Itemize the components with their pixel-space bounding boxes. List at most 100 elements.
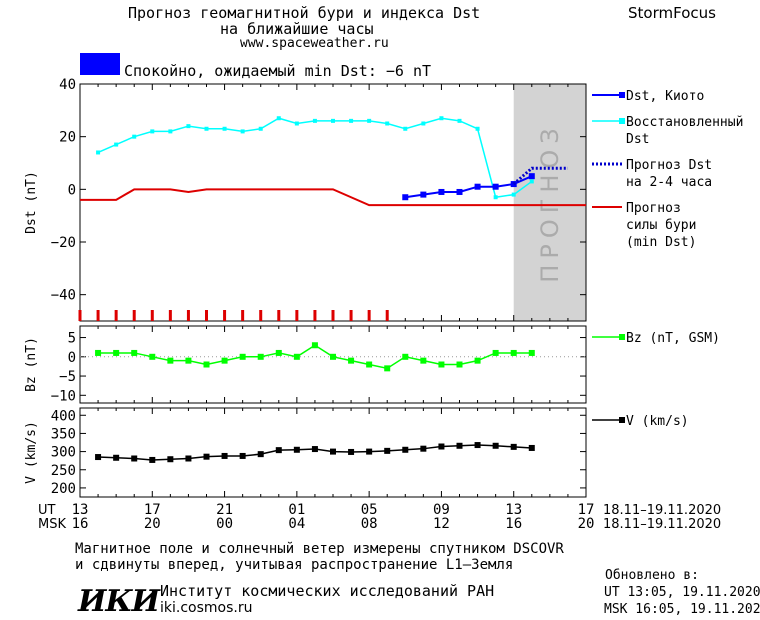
bz-point <box>438 361 445 368</box>
series-dst-forecast-line <box>512 166 568 186</box>
reconstructed-dst-point <box>421 121 426 126</box>
brand-label: StormFocus <box>628 4 716 22</box>
v-point <box>185 455 192 462</box>
institute-name: Институт космических исследований РАН <box>160 582 495 600</box>
bz-point <box>293 353 300 360</box>
reconstructed-dst-point <box>96 150 101 155</box>
ut-date-range: 18.11–19.11.2020 <box>603 503 721 518</box>
v-point <box>275 447 282 454</box>
dst-kyoto-point <box>402 194 409 201</box>
bz-point <box>348 357 355 364</box>
legend-label-bz: Bz (nT, GSM) <box>626 331 720 346</box>
v-point <box>528 444 535 451</box>
msk-tick-label: 16 <box>505 516 522 532</box>
bz-point <box>456 361 463 368</box>
v-ylabel: V (km/s) <box>24 421 39 484</box>
dst-kyoto-point <box>438 188 445 195</box>
footnote-line1: Магнитное поле и солнечный ветер измерен… <box>75 541 564 557</box>
status-text: Спокойно, ожидаемый min Dst: −6 nT <box>124 62 432 80</box>
dst-kyoto-point <box>474 183 481 190</box>
bz-point <box>239 353 246 360</box>
reconstructed-dst-point <box>331 118 335 123</box>
bz-point <box>474 357 481 364</box>
bz-point <box>113 349 120 356</box>
v-point <box>348 448 355 455</box>
bz-ytick-label: 5 <box>68 331 76 347</box>
forecast-zone-label: ПРОГНОЗ <box>536 122 564 282</box>
v-point <box>203 453 210 460</box>
bz-point <box>221 357 228 364</box>
legend-marker-bz <box>619 334 625 340</box>
legend-marker-dst_kyoto <box>619 92 625 98</box>
forecast-zone <box>513 84 586 321</box>
legend-marker-v <box>619 417 625 423</box>
bz-point <box>366 361 373 368</box>
v-point <box>474 442 481 449</box>
legend-label-dst_reconstructed: Dst <box>626 132 649 147</box>
bz-point <box>384 365 391 372</box>
bz-ytick-label: −10 <box>51 388 76 404</box>
v-ytick-label: 400 <box>51 408 76 424</box>
v-point <box>131 455 138 462</box>
dst-kyoto-point <box>420 191 427 198</box>
v-point <box>257 451 264 458</box>
v-ytick-label: 350 <box>51 426 76 442</box>
v-point <box>149 456 156 463</box>
bz-point <box>131 349 138 356</box>
v-point <box>420 445 427 452</box>
updated-ut: UT 13:05, 19.11.2020 <box>604 585 760 600</box>
bz-point <box>528 349 535 356</box>
updated-msk: MSK 16:05, 19.11.2020 <box>604 602 760 617</box>
msk-tick-label: 20 <box>144 516 161 532</box>
chart-title-line2: на ближайшие часы <box>220 20 374 38</box>
msk-axis-label: MSK <box>38 517 66 532</box>
v-point <box>510 443 517 450</box>
ut-tick-label: 09 <box>433 502 450 518</box>
v-point <box>113 454 120 461</box>
bz-point <box>149 353 156 360</box>
bz-point <box>185 357 192 364</box>
reconstructed-dst-point <box>150 129 155 134</box>
ut-tick-label: 01 <box>288 502 305 518</box>
institute-site-link[interactable]: iki.cosmos.ru <box>160 600 253 616</box>
v-point <box>402 446 409 453</box>
bz-point <box>492 349 499 356</box>
reconstructed-dst-point <box>457 118 462 123</box>
v-point <box>492 442 499 449</box>
legend-label-v: V (km/s) <box>626 414 689 429</box>
series-dst-kyoto-line <box>405 175 533 199</box>
bz-point <box>257 353 264 360</box>
msk-tick-label: 12 <box>433 516 450 532</box>
ut-tick-label: 17 <box>144 502 161 518</box>
msk-tick-label: 20 <box>578 516 595 532</box>
bz-point <box>420 357 427 364</box>
legend-label-dst_kyoto: Dst, Киото <box>626 89 704 104</box>
reconstructed-dst-point <box>132 134 137 139</box>
v-point <box>167 456 174 463</box>
bz-ylabel: Bz (nT) <box>24 337 39 392</box>
v-point <box>239 452 246 459</box>
reconstructed-dst-point <box>475 126 480 131</box>
v-ytick-label: 200 <box>51 481 76 497</box>
dst-ylabel: Dst (nT) <box>24 171 39 234</box>
reconstructed-dst-point <box>276 116 281 121</box>
ut-tick-label: 13 <box>505 502 522 518</box>
dst-kyoto-point <box>456 188 463 195</box>
reconstructed-dst-point <box>204 126 209 131</box>
reconstructed-dst-point <box>493 195 498 200</box>
ut-tick-label: 17 <box>578 502 595 518</box>
bz-ytick-label: 0 <box>68 350 76 366</box>
legend-label-dst_forecast: Прогноз Dst <box>626 158 712 173</box>
bz-point <box>510 349 517 356</box>
msk-date-range: 18.11–19.11.2020 <box>603 517 721 532</box>
msk-tick-label: 04 <box>288 516 305 532</box>
legend-label-storm_forecast: силы бури <box>626 218 696 233</box>
v-ytick-label: 300 <box>51 445 76 461</box>
dst-kyoto-point <box>492 183 499 190</box>
bz-panel-frame <box>79 325 587 404</box>
series-reconstructed-dst-line <box>97 117 533 199</box>
reconstructed-dst-point <box>367 118 372 123</box>
ut-axis-label: UT <box>38 503 56 518</box>
dst-ytick-label: −40 <box>51 288 76 304</box>
